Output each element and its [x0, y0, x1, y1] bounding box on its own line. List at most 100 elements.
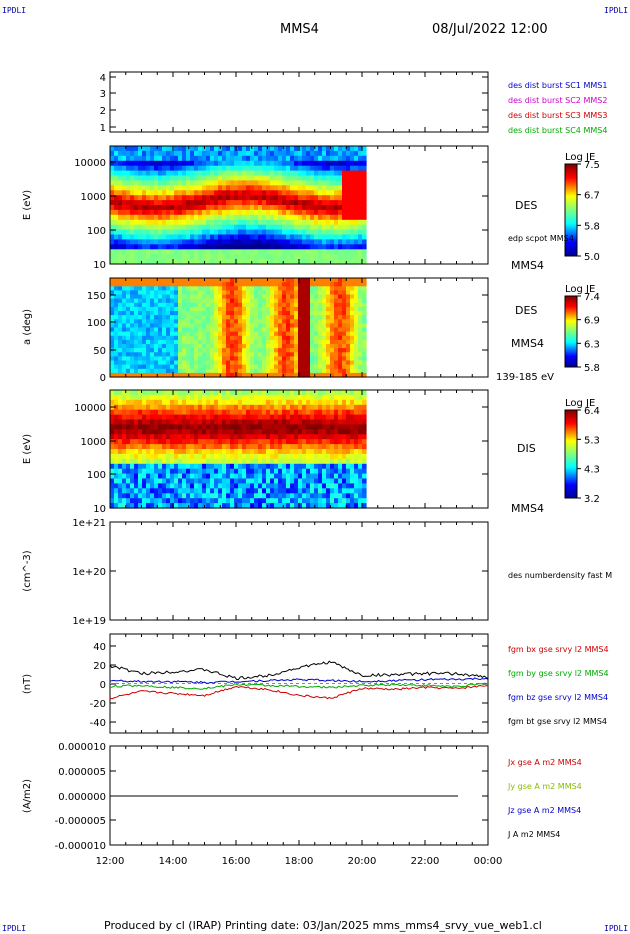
- spectrogram-cell: [262, 458, 267, 465]
- spectrogram-cell: [234, 414, 239, 421]
- spectrogram-cell: [194, 214, 199, 221]
- spectrogram-cell: [314, 429, 319, 435]
- spectrogram-cell: [162, 404, 167, 411]
- spectrogram-cell: [282, 399, 287, 406]
- spectrogram-cell: [282, 478, 287, 484]
- spectrogram-cell: [142, 473, 147, 480]
- spectrogram-cell: [226, 493, 231, 499]
- spectrogram-cell: [318, 364, 323, 370]
- spectrogram-cell: [274, 294, 279, 300]
- spectrogram-cell: [182, 205, 187, 211]
- spectrogram-cell: [306, 229, 311, 236]
- spectrogram-cell: [310, 185, 315, 191]
- spectrogram-cell: [202, 150, 207, 157]
- spectrogram-cell: [190, 348, 195, 353]
- spectrogram-cell: [210, 323, 215, 329]
- spectrogram-cell: [350, 278, 355, 283]
- spectrogram-cell: [286, 335, 291, 341]
- spectrogram-cell: [226, 372, 231, 378]
- spectrogram-cell: [158, 483, 163, 489]
- spectrogram-cell: [342, 319, 347, 324]
- spectrogram-cell: [110, 214, 115, 221]
- spectrogram-cell: [286, 360, 291, 366]
- spectrogram-cell: [126, 185, 131, 191]
- spectrogram-cell: [286, 278, 291, 283]
- spectrogram-cell: [302, 229, 307, 236]
- spectrogram-cell: [190, 419, 195, 425]
- spectrogram-cell: [238, 488, 243, 494]
- spectrogram-cell: [254, 503, 259, 509]
- spectrogram-cell: [170, 239, 175, 245]
- spectrogram-cell: [146, 286, 151, 291]
- spectrogram-cell: [342, 404, 347, 411]
- spectrogram-cell: [270, 205, 275, 211]
- spectrogram-cell: [286, 498, 291, 504]
- spectrogram-cell: [350, 229, 355, 236]
- spectrogram-cell: [334, 331, 339, 337]
- spectrogram-cell: [278, 219, 283, 226]
- spectrogram-cell: [302, 439, 307, 445]
- spectrogram-cell: [170, 315, 175, 320]
- spectrogram-cell: [246, 306, 251, 312]
- spectrogram-cell: [142, 165, 147, 172]
- spectrogram-cell: [202, 327, 207, 333]
- spectrogram-cell: [234, 468, 239, 475]
- spectrogram-cell: [198, 190, 203, 196]
- spectrogram-cell: [110, 404, 115, 411]
- spectrogram-cell: [270, 419, 275, 425]
- corner-label-top-right: IPDLI: [604, 6, 629, 15]
- spectrogram-cell: [326, 323, 331, 329]
- spectrogram-cell: [174, 278, 179, 283]
- spectrogram-cell: [202, 434, 207, 440]
- spectrogram-cell: [262, 298, 267, 304]
- spectrogram-cell: [166, 390, 171, 396]
- spectrogram-cell: [214, 160, 219, 167]
- spectrogram-cell: [178, 414, 183, 421]
- spectrogram-cell: [202, 419, 207, 425]
- spectrogram-cell: [190, 239, 195, 245]
- spectrogram-cell: [358, 200, 363, 206]
- spectrogram-cell: [266, 372, 271, 378]
- spectrogram-cell: [182, 195, 187, 201]
- spectrogram-cell: [118, 473, 123, 480]
- spectrogram-cell: [162, 483, 167, 489]
- spectrogram-cell: [126, 394, 131, 401]
- spectrogram-cell: [326, 209, 331, 216]
- spectrogram-cell: [214, 364, 219, 370]
- spectrogram-cell: [290, 419, 295, 425]
- spectrogram-cell: [298, 335, 303, 341]
- spectrogram-cell: [314, 323, 319, 329]
- spectrogram-cell: [342, 290, 347, 296]
- spectrogram-cell: [250, 348, 255, 353]
- spectrogram-cell: [330, 344, 335, 349]
- spectrogram-cell: [222, 294, 227, 300]
- spectrogram-cell: [150, 368, 155, 374]
- spectrogram-cell: [186, 244, 191, 250]
- spectrogram-cell: [242, 298, 247, 304]
- spectrogram-cell: [230, 444, 235, 450]
- spectrogram-cell: [174, 294, 179, 300]
- spectrogram-cell: [258, 165, 263, 172]
- spectrogram-cell: [222, 185, 227, 191]
- spectrogram-cell: [290, 185, 295, 191]
- spectrogram-cell: [134, 331, 139, 337]
- spectrogram-cell: [150, 429, 155, 435]
- spectrogram-cell: [254, 306, 259, 312]
- spectrogram-cell: [230, 463, 235, 470]
- spectrogram-cell: [238, 483, 243, 489]
- spectrogram-cell: [342, 414, 347, 421]
- spectrogram-cell: [274, 463, 279, 470]
- spectrogram-cell: [238, 311, 243, 316]
- spectrogram-cell: [358, 414, 363, 421]
- spectrogram-cell: [234, 488, 239, 494]
- spectrogram-cell: [314, 404, 319, 411]
- spectrogram-cell: [238, 286, 243, 291]
- spectrogram-cell: [278, 298, 283, 304]
- spectrogram-cell: [266, 282, 271, 287]
- spectrogram-cell: [294, 439, 299, 445]
- spectrogram-cell: [242, 368, 247, 374]
- spectrogram-cell: [322, 294, 327, 300]
- spectrogram-cell: [282, 298, 287, 304]
- spectrogram-cell: [362, 468, 367, 475]
- spectrogram-cell: [274, 290, 279, 296]
